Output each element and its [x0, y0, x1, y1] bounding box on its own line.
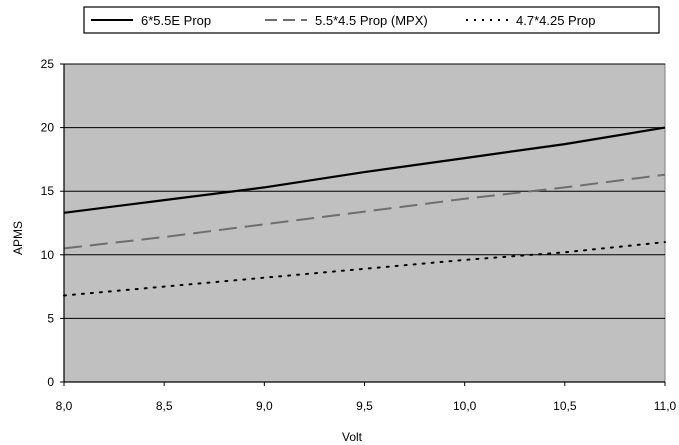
- series-line-3: [63, 241, 666, 297]
- y-tick-label: 0: [47, 375, 54, 389]
- x-tick-label: 10,5: [553, 399, 577, 413]
- series-lines: [63, 126, 666, 297]
- y-tick-label: 25: [41, 57, 55, 71]
- x-tick-label: 9,5: [356, 399, 373, 413]
- legend-box: [83, 6, 660, 34]
- series-line-2: [63, 173, 666, 250]
- legend: 6*5.5E Prop 5.5*4.5 Prop (MPX) 4.7*4.25 …: [83, 6, 660, 34]
- x-tick-label: 11,0: [654, 399, 677, 413]
- y-axis-title: APMS: [11, 221, 25, 255]
- x-tick-labels: 8,0 8,5 9,0 9,5 10,0 10,5 11,0: [56, 399, 677, 413]
- x-tick-label: 8,5: [156, 399, 173, 413]
- axes: [60, 63, 666, 386]
- legend-label-series-3: 4.7*4.25 Prop: [516, 13, 596, 28]
- x-axis-title: Volt: [342, 430, 363, 444]
- gridlines: [64, 63, 665, 319]
- y-tick-label: 20: [41, 121, 55, 135]
- plot-area: [63, 63, 666, 383]
- y-tick-label: 10: [41, 248, 55, 262]
- y-tick-label: 5: [47, 311, 54, 325]
- series-line-1: [63, 126, 666, 214]
- x-tick-label: 9,0: [256, 399, 273, 413]
- x-tick-label: 8,0: [56, 399, 73, 413]
- y-tick-label: 15: [41, 184, 55, 198]
- y-tick-labels: 0 5 10 15 20 25: [41, 57, 55, 389]
- x-tick-label: 10,0: [453, 399, 477, 413]
- legend-label-series-1: 6*5.5E Prop: [141, 13, 211, 28]
- legend-label-series-2: 5.5*4.5 Prop (MPX): [315, 13, 428, 28]
